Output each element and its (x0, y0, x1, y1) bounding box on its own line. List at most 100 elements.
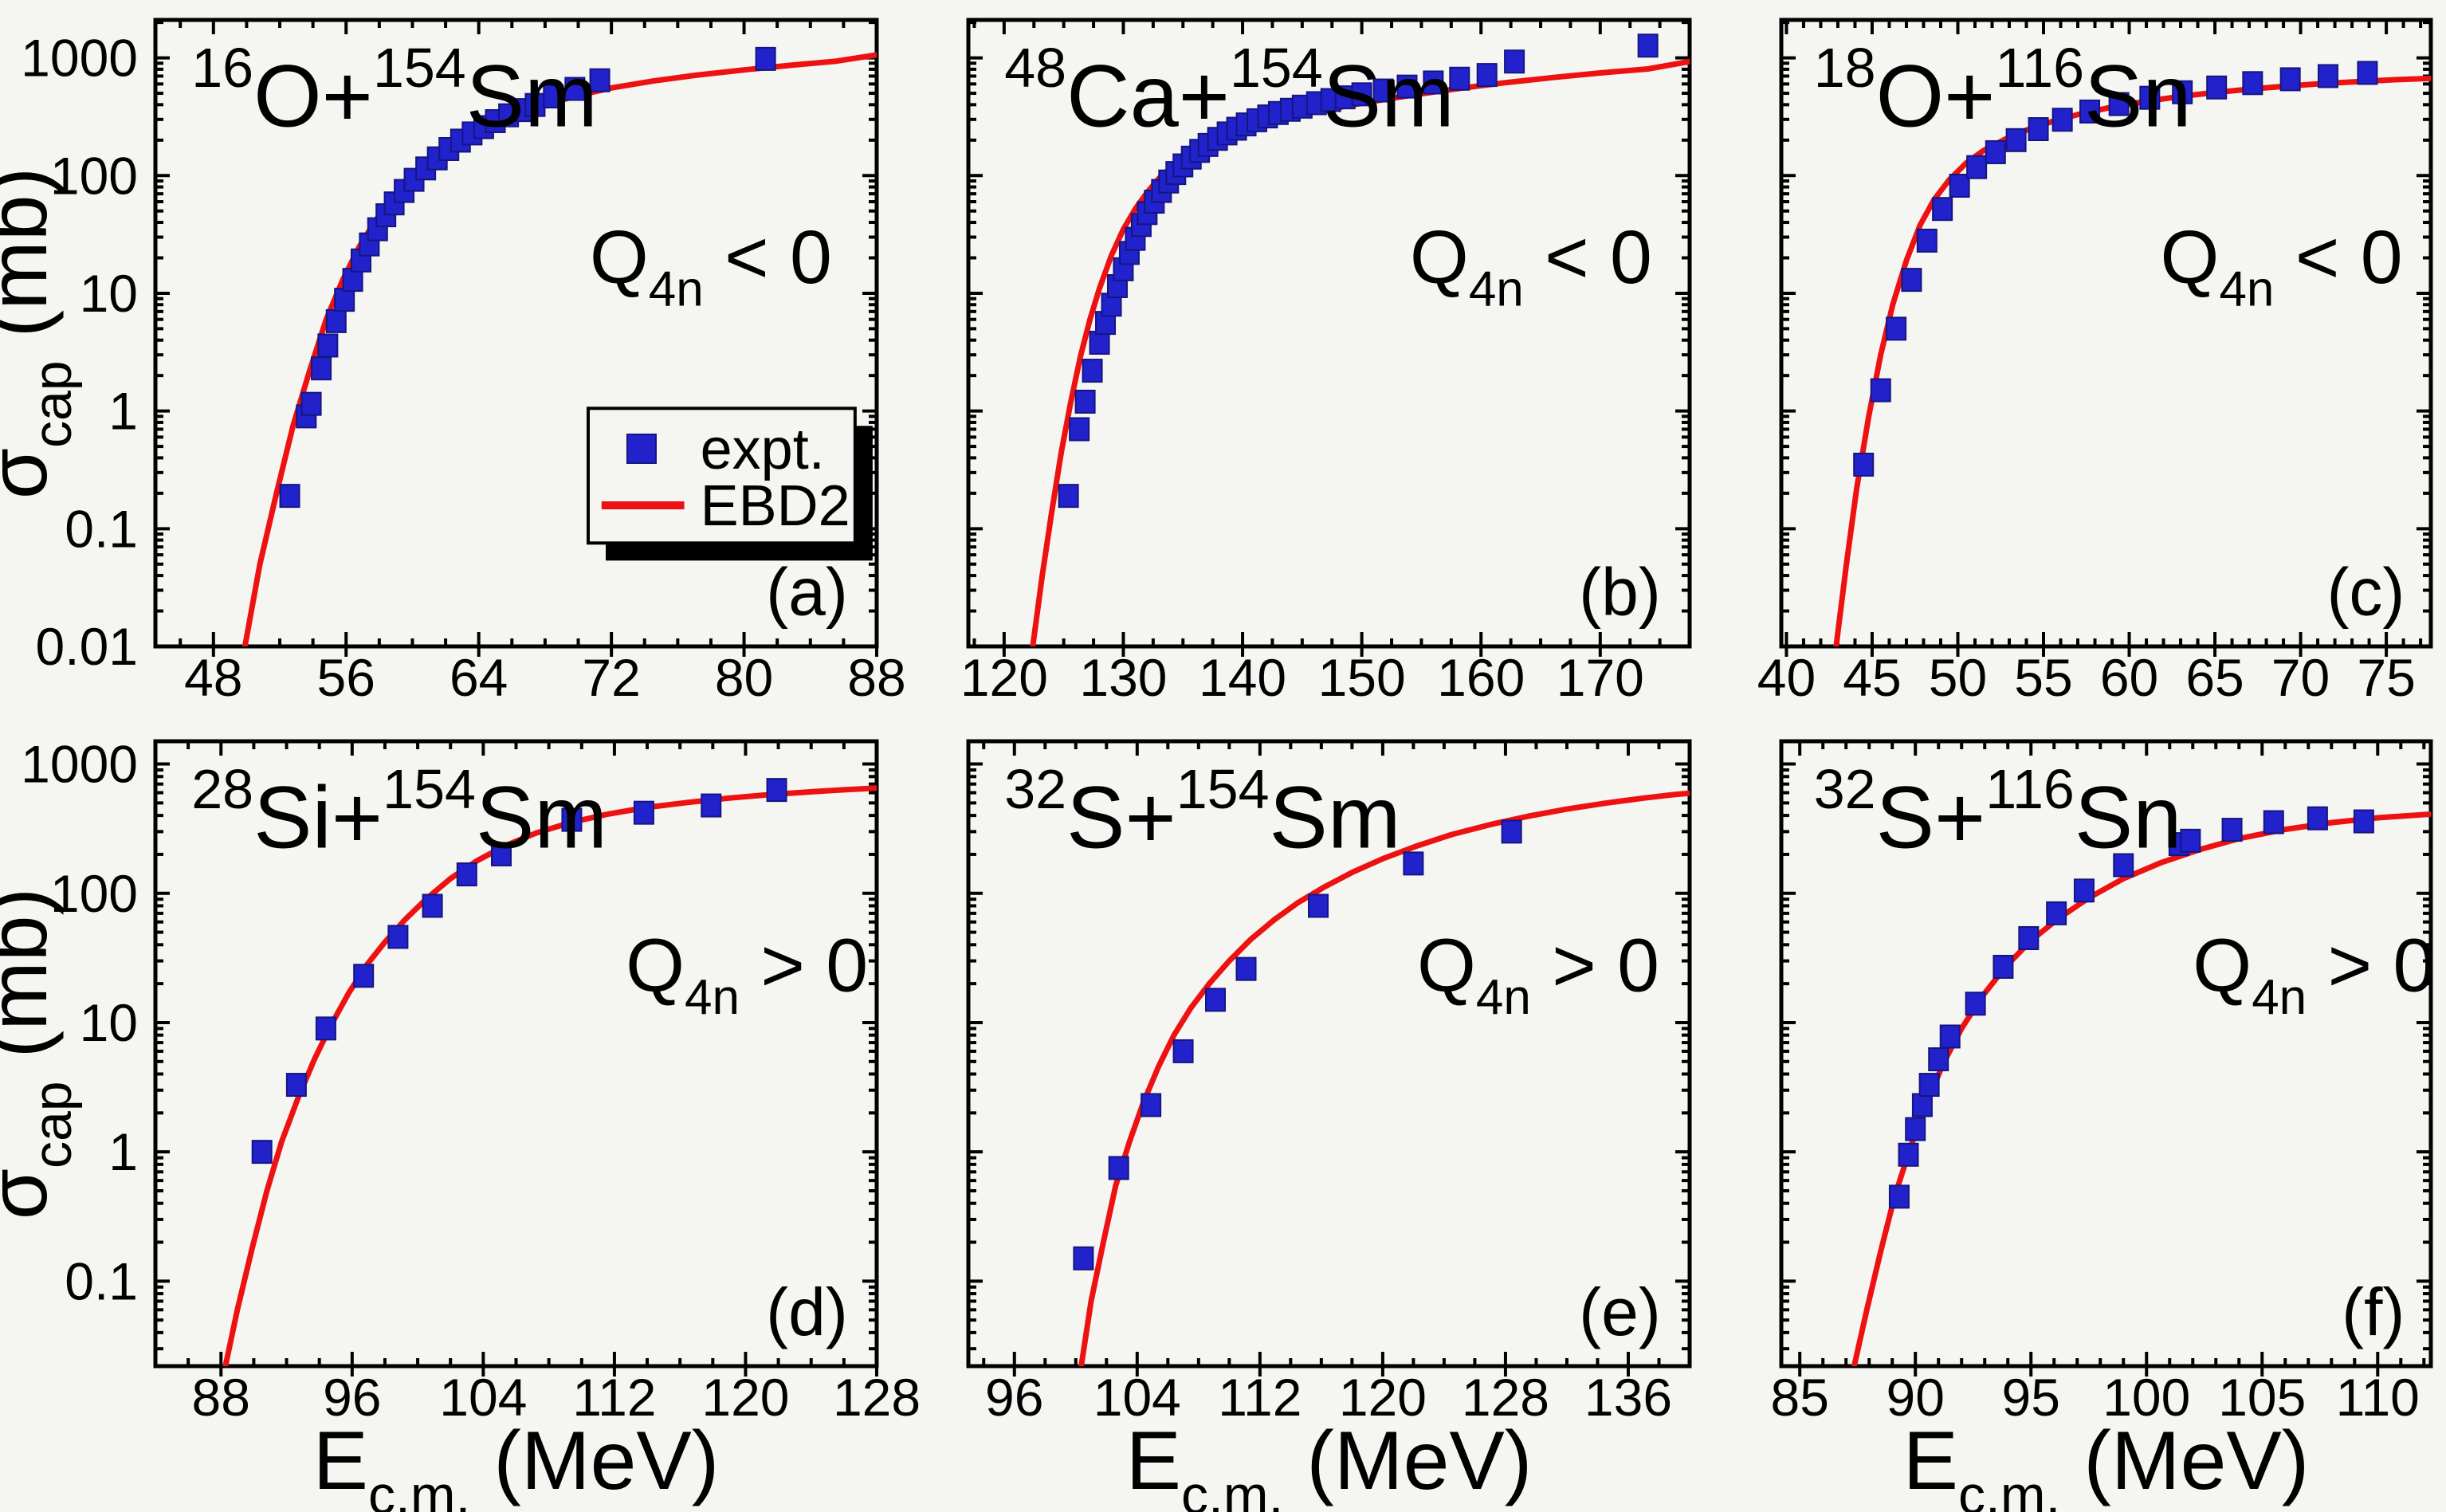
x-tick-label: 72 (582, 648, 640, 707)
x-tick-label: 96 (323, 1368, 381, 1427)
expt-point (2317, 64, 2338, 88)
expt-point (701, 793, 722, 818)
x-axis-title: Ec.m. (MeV) (313, 1415, 720, 1512)
reaction-label-seg: Sn (2084, 48, 2192, 146)
reaction-label-seg: 116 (1995, 37, 2084, 99)
expt-point (1089, 331, 1110, 355)
x-axis-title-seg: E (1126, 1415, 1181, 1507)
x-tick-label: 100 (2102, 1368, 2190, 1427)
expt-point (1637, 33, 1659, 58)
expt-point (2108, 92, 2130, 116)
x-tick-label: 120 (701, 1368, 789, 1427)
reaction-label-seg: 28 (191, 758, 253, 820)
axis-frame (966, 18, 1692, 649)
reaction-label-seg: 154 (1230, 37, 1323, 99)
reaction-label-seg: 116 (1985, 758, 2075, 820)
reaction-label-seg: Sm (466, 48, 598, 146)
panel-letter: (f) (2342, 1274, 2405, 1349)
reaction-label-seg: Sm (1323, 48, 1455, 146)
expt-point (561, 807, 583, 832)
x-tick-label: 55 (2014, 648, 2072, 707)
q-value-label: Q4n > 0 (626, 924, 868, 1026)
expt-point (1901, 268, 1922, 293)
expt-point (1905, 1117, 1926, 1141)
q-value-label-seg: Q (626, 924, 685, 1008)
q-value-label-seg: 4n (685, 970, 740, 1025)
expt-point (1501, 819, 1522, 844)
x-tick-label: 88 (847, 648, 905, 707)
legend: expt.EBD2 (587, 406, 873, 561)
q-value-label-seg: Q (590, 215, 649, 300)
x-tick-label: 45 (1843, 648, 1901, 707)
expt-point (1949, 173, 1970, 198)
x-axis-title-seg: c.m. (1181, 1465, 1283, 1512)
q-value-label-seg: 4n (1469, 262, 1524, 317)
legend-label-ebd2: EBD2 (701, 474, 850, 538)
expt-point (1965, 992, 1986, 1016)
reaction-label-seg: 32 (1814, 758, 1876, 820)
expt-point (1932, 197, 1953, 222)
expt-point (766, 778, 787, 803)
expt-point (1423, 70, 1444, 95)
expt-point (317, 333, 339, 358)
expt-point (1082, 359, 1103, 383)
q-value-label-seg: 4n (2252, 970, 2307, 1025)
reaction-label-seg: 154 (383, 758, 476, 820)
panel-c: 40 45 50 55 60 65 70 75 18O+116Sn Q4n < 0 (c) (1757, 18, 2433, 707)
y-tick-label: 0.1 (65, 499, 138, 558)
ebd2-curve (1078, 790, 1690, 1366)
expt-point (285, 1073, 307, 1098)
legend-box (587, 406, 857, 545)
x-tick-label: 50 (1929, 648, 1987, 707)
expt-point (1476, 63, 1498, 88)
y-tick-label: 1000 (21, 29, 138, 88)
q-value-label: Q4n < 0 (2161, 215, 2403, 317)
x-tick-label: 112 (1218, 1368, 1302, 1427)
panel-a: 48 56 64 72 80 88 0.01 0.1 1 10 100 1000 16O+154Sm Q4… (21, 18, 906, 707)
reaction-label-seg: Ca+ (1066, 48, 1230, 146)
axis-frame (1779, 739, 2433, 1369)
expt-point (2051, 108, 2073, 132)
panel-letter: (a) (766, 555, 848, 630)
expt-point (1853, 452, 1875, 477)
y-axis-title-seg: σ (0, 448, 65, 499)
expt-point (251, 1140, 273, 1164)
legend-label-expt: expt. (701, 418, 825, 481)
expt-point (1966, 155, 1988, 179)
q-value-label-seg: Q (1417, 924, 1476, 1008)
reaction-label-seg: Si+ (253, 768, 383, 866)
x-tick-label: 120 (1339, 1368, 1427, 1427)
legend-marker-square (626, 434, 657, 465)
x-tick-label: 105 (2218, 1368, 2306, 1427)
expt-point (334, 288, 355, 312)
y-tick-label: 1000 (21, 735, 138, 794)
expt-point (633, 800, 654, 825)
panel-letter: (b) (1579, 555, 1661, 630)
q-value-label: Q4n < 0 (590, 215, 832, 317)
reaction-label: 18O+116Sn (1814, 37, 2192, 146)
expt-point (2263, 810, 2284, 835)
reaction-label-seg: O+ (1876, 48, 1996, 146)
expt-point (1888, 1184, 1910, 1209)
reaction-label: 16O+154Sm (191, 37, 597, 146)
y-axis-title: σcap (mb) (0, 888, 83, 1219)
q-value-label-seg: Q (2193, 924, 2252, 1008)
x-axis-title-seg: E (313, 1415, 368, 1507)
expt-point (1449, 66, 1470, 91)
x-axis-title-seg: E (1903, 1415, 1958, 1507)
y-tick-label: 1 (108, 382, 138, 441)
expt-point (2172, 80, 2193, 104)
x-tick-label: 70 (2271, 648, 2330, 707)
expt-point (311, 356, 332, 381)
expt-point (1172, 1039, 1194, 1063)
reaction-label-seg: 154 (373, 37, 466, 99)
expt-point (2018, 926, 2040, 951)
x-tick-label: 160 (1437, 648, 1525, 707)
panel-letter: (c) (2326, 555, 2405, 630)
x-axis-title: Ec.m. (MeV) (1903, 1415, 2310, 1512)
expt-point (2046, 901, 2067, 925)
x-tick-label: 128 (833, 1368, 921, 1427)
expt-point (2180, 828, 2201, 853)
